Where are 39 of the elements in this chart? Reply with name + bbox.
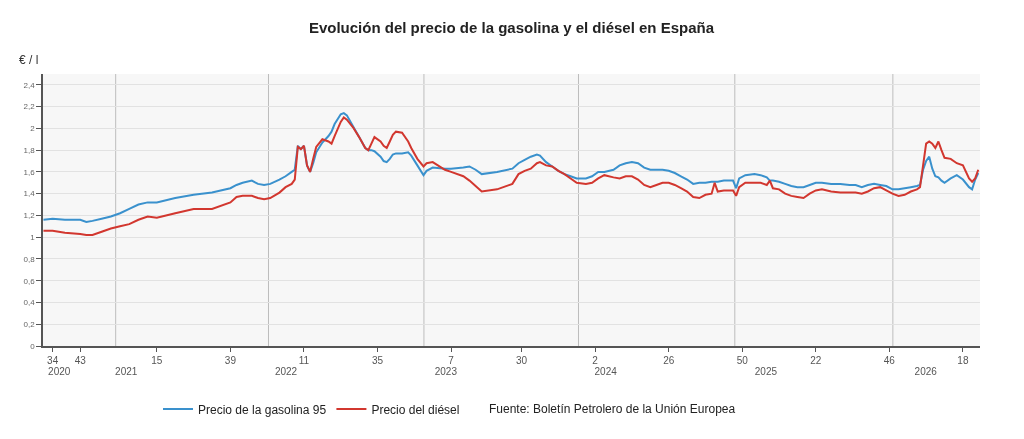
- y-tick-label: 1,8: [23, 145, 36, 155]
- x-tick-label: 46: [883, 354, 896, 366]
- y-tick-label: 1,4: [23, 189, 36, 199]
- x-tick-label: 26: [663, 354, 675, 366]
- y-tick-label: 2,4: [23, 80, 36, 90]
- x2-tick-label: 2022: [274, 366, 298, 377]
- y-tick-label: 0,8: [23, 254, 36, 264]
- x2-tick-label: 2026: [914, 366, 938, 377]
- y-axis-title: € / l: [19, 53, 39, 67]
- y-tick-label: 0: [30, 341, 36, 351]
- x-tick-label: 35: [371, 354, 384, 366]
- y-tick-label: 0,4: [23, 298, 36, 308]
- x2-tick-label: 2021: [115, 366, 138, 377]
- x-tick-label: 43: [74, 354, 87, 366]
- x-tick-label: 7: [448, 354, 455, 366]
- y-tick-label: 2,2: [23, 102, 36, 112]
- x2-tick-label: 2020: [48, 366, 71, 377]
- x-tick-label: 22: [810, 354, 822, 366]
- y-tick-label: 0,6: [23, 276, 36, 286]
- x-tick-label: 39: [224, 354, 237, 366]
- x2-tick-label: 2023: [434, 366, 458, 377]
- y-tick-label: 1,6: [23, 167, 36, 177]
- x-tick-label: 50: [736, 354, 749, 366]
- x-tick-label: 30: [516, 354, 528, 366]
- x-tick-label: 34: [47, 354, 59, 366]
- y-tick-label: 2: [30, 124, 36, 134]
- source-note: Fuente: Boletín Petrolero de la Unión Europea: [489, 402, 736, 416]
- y-tick-label: 1,2: [23, 211, 36, 221]
- x-tick-label: 11: [298, 354, 310, 366]
- legend-label: Precio del diésel: [371, 402, 460, 417]
- x2-tick-label: 2024: [594, 366, 618, 377]
- chart-title: Evolución del precio de la gasolina y el diésel en España: [308, 19, 715, 37]
- x-tick-label: 18: [957, 354, 969, 366]
- y-tick-label: 1: [30, 233, 36, 242]
- y-tick-label: 0,2: [23, 320, 36, 330]
- legend-label: Precio de la gasolina 95: [198, 402, 327, 417]
- x2-tick-label: 2025: [754, 366, 778, 377]
- x-tick-label: 15: [151, 354, 163, 366]
- x-tick-label: 2: [592, 354, 599, 366]
